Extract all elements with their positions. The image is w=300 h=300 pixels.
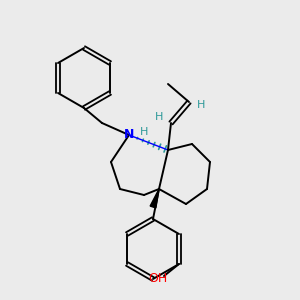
Text: H: H — [197, 100, 205, 110]
Text: H: H — [155, 112, 163, 122]
Polygon shape — [150, 189, 159, 208]
Text: OH: OH — [148, 272, 168, 286]
Text: N: N — [124, 128, 134, 142]
Text: H: H — [140, 127, 148, 137]
